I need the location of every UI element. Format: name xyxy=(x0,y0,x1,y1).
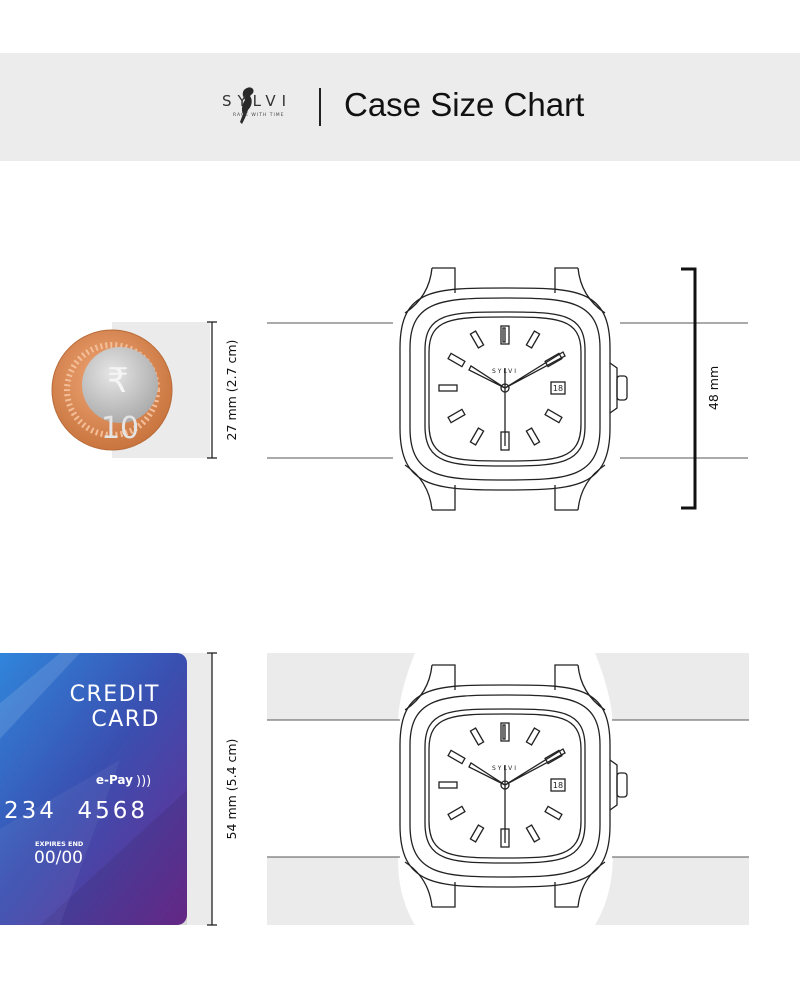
header-banner xyxy=(0,53,800,161)
coin-value: 10 xyxy=(101,411,139,446)
coin-image: ₹ 10 xyxy=(51,329,173,451)
watch-drawing-top xyxy=(399,267,628,511)
brand-name: SYLVI xyxy=(222,92,293,110)
dial-brand-bottom: SYLVI xyxy=(492,765,518,772)
horse-logo-icon xyxy=(240,87,254,124)
header-divider xyxy=(319,88,321,126)
credit-card-image: CREDIT CARD e-Pay ))) 234 4568 EXPIRES E… xyxy=(0,653,187,925)
expires-value: 00/00 xyxy=(34,848,83,868)
coin-dimension-line xyxy=(207,321,217,459)
card-number: 234 4568 xyxy=(4,798,148,824)
card-dimension-label: 54 mm (5.4 cm) xyxy=(224,739,239,840)
date-window-bottom: 18 xyxy=(553,781,563,790)
epay-label: e-Pay xyxy=(96,773,133,787)
watch-dimension-label: 48 mm xyxy=(706,366,721,410)
dial-brand-top: SYLVI xyxy=(492,368,518,375)
watch-height-bracket xyxy=(681,267,697,510)
card-title-line1: CREDIT xyxy=(70,682,160,707)
strap-bands xyxy=(267,653,749,925)
page-title: Case Size Chart xyxy=(344,86,585,123)
card-title-line2: CARD xyxy=(91,707,160,732)
date-window-top: 18 xyxy=(553,384,563,393)
coin-symbol: ₹ xyxy=(107,361,129,401)
coin-guide-lines xyxy=(267,322,748,459)
coin-dimension-label: 27 mm (2.7 cm) xyxy=(224,340,239,441)
brand-tagline: RACE WITH TIME xyxy=(233,113,285,118)
expires-label: EXPIRES END xyxy=(35,840,84,848)
card-dimension-line xyxy=(207,652,217,926)
contactless-icon: ))) xyxy=(136,774,151,789)
